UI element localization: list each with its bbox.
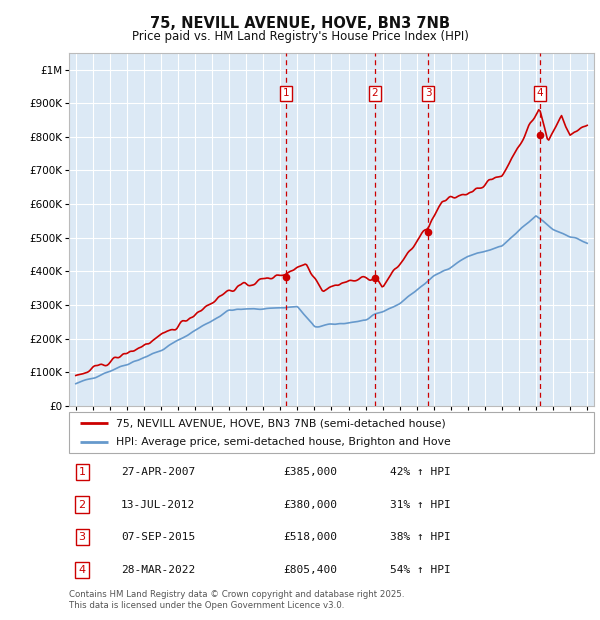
- Text: Contains HM Land Registry data © Crown copyright and database right 2025.
This d: Contains HM Land Registry data © Crown c…: [69, 590, 404, 609]
- Text: 75, NEVILL AVENUE, HOVE, BN3 7NB: 75, NEVILL AVENUE, HOVE, BN3 7NB: [150, 16, 450, 30]
- Text: £385,000: £385,000: [284, 467, 337, 477]
- Text: £805,400: £805,400: [284, 565, 337, 575]
- Text: 38% ↑ HPI: 38% ↑ HPI: [391, 532, 451, 542]
- Text: HPI: Average price, semi-detached house, Brighton and Hove: HPI: Average price, semi-detached house,…: [116, 436, 451, 447]
- Text: 4: 4: [537, 88, 544, 99]
- Text: 3: 3: [79, 532, 86, 542]
- Text: Price paid vs. HM Land Registry's House Price Index (HPI): Price paid vs. HM Land Registry's House …: [131, 30, 469, 43]
- Text: £518,000: £518,000: [284, 532, 337, 542]
- Text: 42% ↑ HPI: 42% ↑ HPI: [391, 467, 451, 477]
- Text: £380,000: £380,000: [284, 500, 337, 510]
- Text: 31% ↑ HPI: 31% ↑ HPI: [391, 500, 451, 510]
- Text: 2: 2: [79, 500, 86, 510]
- Text: 27-APR-2007: 27-APR-2007: [121, 467, 196, 477]
- Text: 13-JUL-2012: 13-JUL-2012: [121, 500, 196, 510]
- Text: 1: 1: [79, 467, 86, 477]
- Text: 54% ↑ HPI: 54% ↑ HPI: [391, 565, 451, 575]
- Text: 2: 2: [371, 88, 378, 99]
- Text: 1: 1: [283, 88, 289, 99]
- Text: 3: 3: [425, 88, 431, 99]
- Text: 07-SEP-2015: 07-SEP-2015: [121, 532, 196, 542]
- Text: 28-MAR-2022: 28-MAR-2022: [121, 565, 196, 575]
- Text: 75, NEVILL AVENUE, HOVE, BN3 7NB (semi-detached house): 75, NEVILL AVENUE, HOVE, BN3 7NB (semi-d…: [116, 418, 446, 428]
- Text: 4: 4: [79, 565, 86, 575]
